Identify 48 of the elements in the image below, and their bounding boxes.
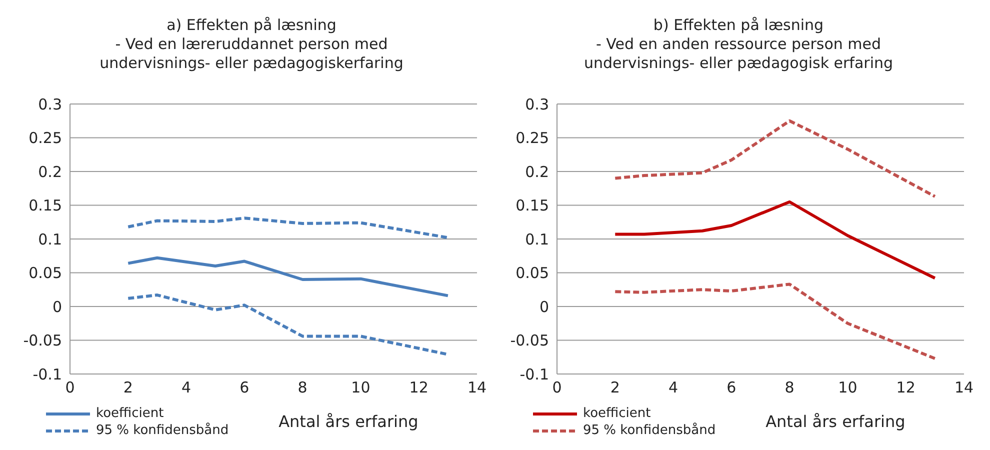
x-tick-label: 2 xyxy=(610,378,620,397)
y-tick-label: 0.2 xyxy=(525,162,549,181)
y-tick-label: 0.3 xyxy=(38,95,62,114)
x-tick-label: 12 xyxy=(896,378,916,397)
x-tick-label: 0 xyxy=(552,378,562,397)
y-tick-label: 0.1 xyxy=(38,230,62,248)
line-series xyxy=(126,216,450,240)
x-tick-label: 4 xyxy=(182,378,192,397)
legend-label: koefficient xyxy=(96,406,164,421)
line-series xyxy=(126,294,450,356)
line-series xyxy=(614,282,936,360)
x-axis-title: Antal års erfaring xyxy=(766,412,906,431)
x-tick-label: 14 xyxy=(954,378,974,397)
y-tick-label: -0.05 xyxy=(23,332,62,350)
x-tick-label: 2 xyxy=(123,378,133,397)
chart-title: a) Effekten på læsning - Ved en læreruddannet person med undervisnings- eller pædagogiskerfaring xyxy=(98,16,404,73)
y-tick-label: 0 xyxy=(52,298,62,316)
y-tick-label: 0.1 xyxy=(525,230,549,248)
line-series xyxy=(614,119,936,198)
y-tick-label: 0.2 xyxy=(38,162,62,181)
y-tick-label: -0.05 xyxy=(510,332,549,350)
x-tick-label: 10 xyxy=(351,378,370,397)
x-tick-label: 4 xyxy=(668,378,678,397)
y-tick-label: 0.05 xyxy=(516,264,549,282)
chart-title: b) Effekten på læsning - Ved en anden ressource person med undervisnings- eller pædagogisk erfaring xyxy=(582,16,894,73)
x-axis-title: Antal års erfaring xyxy=(278,412,418,431)
x-tick-label: 14 xyxy=(467,378,487,397)
x-tick-label: 10 xyxy=(838,378,858,397)
line-series xyxy=(614,200,936,280)
y-tick-label: 0.15 xyxy=(28,196,62,215)
y-tick-label: 0.05 xyxy=(28,264,62,282)
line-series xyxy=(126,256,450,298)
x-tick-label: 8 xyxy=(298,378,308,397)
x-tick-label: 6 xyxy=(240,378,250,397)
x-tick-label: 6 xyxy=(726,378,736,397)
x-tick-label: 12 xyxy=(409,378,428,397)
x-tick-label: 0 xyxy=(65,378,75,397)
legend-label: 95 % konfidensbånd xyxy=(583,423,716,438)
y-tick-label: 0.15 xyxy=(516,196,549,215)
legend-label: koefficient xyxy=(583,406,651,421)
x-tick-label: 8 xyxy=(784,378,794,397)
y-tick-label: 0.25 xyxy=(516,129,549,148)
y-tick-label: 0 xyxy=(539,298,549,316)
y-tick-label: 0.25 xyxy=(28,129,62,148)
y-tick-label: -0.1 xyxy=(520,365,549,384)
y-tick-label: 0.3 xyxy=(525,95,549,114)
legend-label: 95 % konfidensbånd xyxy=(96,423,229,438)
y-tick-label: -0.1 xyxy=(32,365,62,384)
